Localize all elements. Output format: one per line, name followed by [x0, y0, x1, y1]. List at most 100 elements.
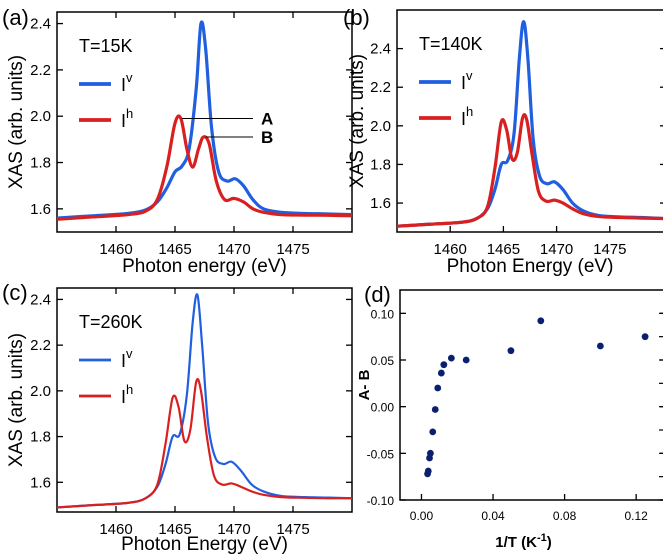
series-line-Ih: [57, 114, 352, 221]
legend-sup: v: [126, 346, 133, 361]
y-tick-label: 1.8: [30, 429, 51, 446]
y-axis-label: XAS (arb. units): [6, 55, 27, 189]
panel-label: (d): [364, 282, 391, 307]
x-tick-label: 0.08: [553, 509, 577, 523]
y-tick-label: 1.6: [370, 195, 391, 212]
axes-frame: [399, 289, 663, 501]
y-tick-label: 1.6: [30, 201, 51, 218]
y-tick-label: 2.0: [370, 118, 391, 135]
y-tick-label: 2.4: [30, 16, 51, 33]
plot-area: [57, 293, 352, 509]
x-axis-label: Photon energy (eV): [122, 256, 287, 277]
legend-name: I: [121, 351, 126, 371]
data-point: [462, 356, 470, 364]
temperature-label: T=15K: [79, 36, 133, 56]
x-axis-label: Photon Energy (eV): [447, 256, 614, 277]
y-tick-label: 1.8: [370, 156, 391, 173]
y-tick-label: 2.2: [370, 79, 391, 96]
x-axis-label-sup: -1: [537, 532, 547, 544]
y-tick-label: 1.8: [30, 155, 51, 172]
plot-area: [397, 19, 663, 228]
x-tick-label: 1465: [158, 521, 191, 538]
legend-name: I: [461, 73, 466, 93]
y-tick-label: 1.6: [30, 474, 51, 491]
data-point: [440, 361, 448, 369]
legend-entry: Ih: [121, 382, 133, 407]
data-point: [434, 384, 442, 392]
y-tick-label: 0.00: [371, 401, 395, 415]
axes-frame: [56, 287, 353, 513]
panel-label: (c): [2, 280, 28, 305]
data-point: [429, 428, 437, 436]
y-tick-label: -0.05: [367, 447, 395, 461]
panel-label: (b): [343, 5, 370, 30]
legend-name: I: [121, 387, 126, 407]
data-point: [424, 467, 432, 475]
x-tick-label: 1470: [217, 521, 250, 538]
data-point: [431, 406, 439, 413]
y-tick-label: 2.4: [370, 41, 391, 58]
panel-c: 1460 1465 1470 1475 1.6 1.8 2.0 2.2 2.4(c) Photon…: [2, 280, 353, 555]
legend-entry: Ih: [121, 106, 133, 131]
x-tick-label: 0.04: [481, 509, 505, 523]
legend-name: I: [461, 109, 466, 129]
legend-entry: Iv: [121, 70, 133, 95]
x-tick-label: 0.00: [410, 509, 434, 523]
x-tick-label: 1475: [276, 241, 309, 258]
x-axis-label-main: 1/T (K: [495, 534, 537, 551]
data-point: [447, 354, 455, 362]
legend-sup: h: [126, 106, 133, 121]
panel-a: 1460 1465 1470 1475 1.6 1.8 2.0 2.2 2.4(a) Photon…: [2, 5, 353, 277]
series-line-Ih: [57, 378, 352, 509]
legend-entry: Ih: [461, 104, 473, 129]
y-axis-label: XAS (arb. units): [347, 54, 368, 188]
x-tick-label: 1475: [276, 521, 309, 538]
series-line-Ih: [397, 113, 663, 228]
legend-sup: h: [126, 382, 133, 397]
plot-area: [57, 20, 352, 221]
y-tick-label: 2.0: [30, 108, 51, 125]
y-tick-label: 2.2: [30, 337, 51, 354]
x-tick-label: 1460: [99, 241, 132, 258]
annotation-B: B: [261, 128, 273, 147]
legend-name: I: [121, 111, 126, 131]
panel-label: (a): [2, 5, 29, 30]
legend-sup: v: [466, 68, 473, 83]
axes-frame: [56, 11, 353, 233]
data-point: [537, 317, 545, 325]
y-tick-label: -0.10: [367, 494, 395, 508]
data-point: [437, 369, 445, 377]
legend-entry: Iv: [461, 68, 473, 93]
temperature-label: T=140K: [419, 34, 483, 54]
x-tick-label: 1475: [593, 241, 626, 258]
data-point: [641, 333, 649, 341]
y-axis-label: XAS (arb. units): [6, 333, 27, 467]
legend-sup: h: [466, 104, 473, 119]
y-tick-label: 2.4: [30, 291, 51, 308]
data-point: [596, 342, 604, 350]
y-tick-label: 0.05: [371, 354, 395, 368]
x-tick-label: 1470: [217, 241, 250, 258]
x-axis-label: Photon Energy (eV): [121, 534, 288, 555]
legend-name: I: [121, 75, 126, 95]
panel-b: 1460 1465 1470 1475 1.6 1.8 2.0 2.2 2.4(b) Photon…: [343, 5, 663, 277]
axes-frame: [396, 9, 663, 233]
x-tick-label: 1465: [158, 241, 191, 258]
panel-d: 0.00 0.04 0.08 0.12 -0.10 -0.05 0.00 0.05 0.10(d…: [356, 282, 663, 551]
x-axis-label: 1/T (K-1): [495, 532, 551, 551]
plot-area: [424, 317, 649, 478]
data-point: [507, 347, 515, 355]
x-tick-label: 1465: [487, 241, 520, 258]
y-tick-label: 2.2: [30, 62, 51, 79]
x-axis-label-tail: ): [547, 534, 552, 551]
legend-sup: v: [126, 70, 133, 85]
data-point: [427, 449, 434, 457]
y-tick-label: 2.0: [30, 383, 51, 400]
y-tick-label: 0.10: [371, 307, 395, 321]
x-tick-label: 1460: [434, 241, 467, 258]
x-tick-label: 1460: [99, 521, 132, 538]
x-tick-label: 0.12: [624, 509, 648, 523]
annotation-A: A: [261, 110, 273, 129]
legend-entry: Iv: [121, 346, 133, 371]
